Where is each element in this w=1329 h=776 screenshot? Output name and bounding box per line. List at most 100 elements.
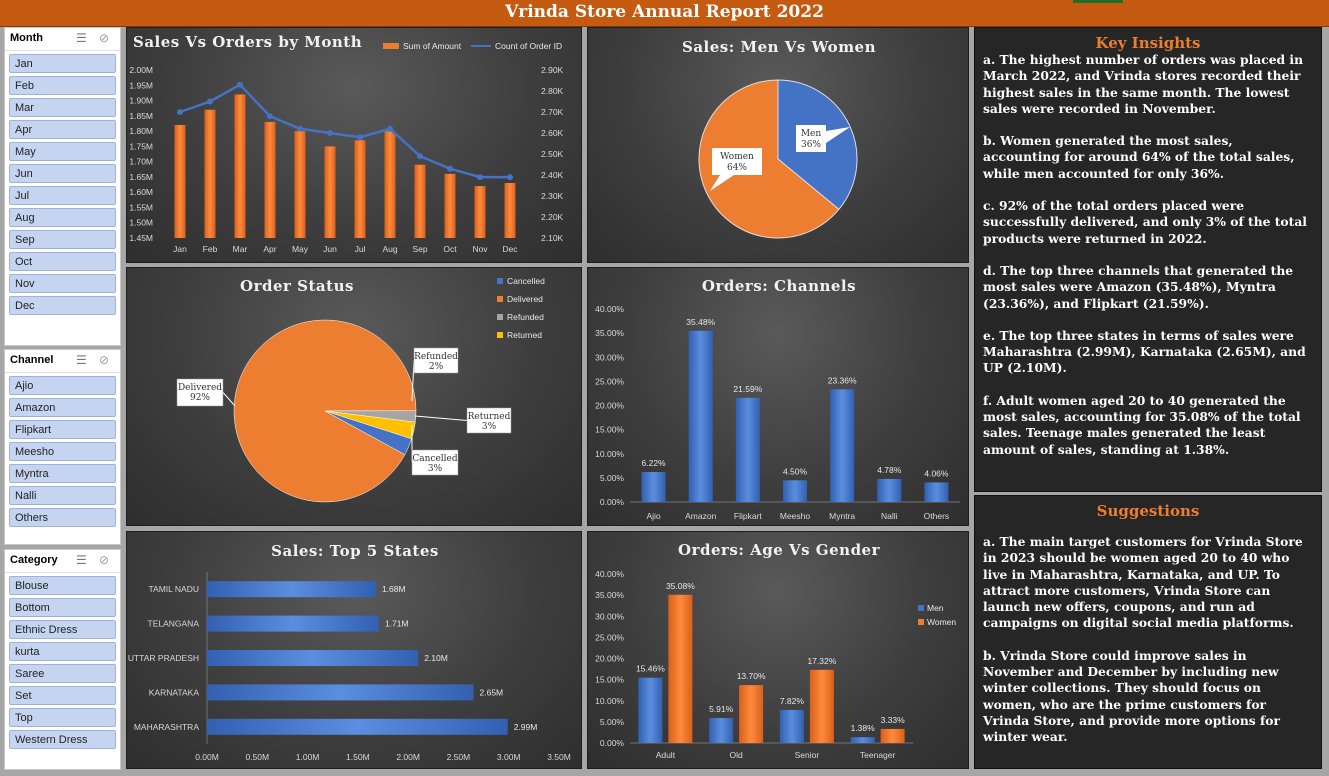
legend-swatch <box>497 314 503 320</box>
age-gender-bar <box>880 728 905 743</box>
y-tick-label: 25.00% <box>595 376 624 386</box>
sales-vs-orders-chart: Sales Vs Orders by Month Sum of Amount Cou… <box>129 33 564 254</box>
channel-slicer[interactable]: Channel ☰ ⊘ Ajio Amazon Flipkart Meesho Mynt… <box>4 349 121 545</box>
age-gender-data-label: 3.33% <box>881 715 906 725</box>
age-gender-panel: Orders: Age Vs Gender 0.00% 5.00% 10.00% 15.… <box>587 531 969 769</box>
x-tick-label: Adult <box>656 750 676 760</box>
slicer-header: Category ☰ ⊘ <box>5 550 120 573</box>
age-gender-bar <box>779 709 804 743</box>
delivered-label-box <box>176 378 224 407</box>
y-tick-label: 25.00% <box>595 632 624 642</box>
slicer-item[interactable]: Sep <box>9 230 116 249</box>
x-tick-label: Nalli <box>881 511 898 521</box>
sales-bar <box>384 131 396 238</box>
slicer-item[interactable]: Nov <box>9 274 116 293</box>
y-tick-label: 1.55M <box>129 202 153 212</box>
y-tick-label: 5.00% <box>600 473 625 483</box>
slicer-item[interactable]: Mar <box>9 98 116 117</box>
returned-label-name: Returned <box>468 412 511 422</box>
clear-filter-icon[interactable]: ⊘ <box>99 353 110 367</box>
channel-bar <box>641 471 666 502</box>
sales-bar <box>354 140 366 238</box>
slicer-item[interactable]: May <box>9 142 116 161</box>
age-gender-data-label: 17.32% <box>807 656 836 666</box>
y-tick-label: MAHARASHTRA <box>134 722 200 732</box>
clear-filter-icon[interactable]: ⊘ <box>99 553 110 567</box>
orders-line <box>179 83 510 179</box>
y2-tick-label: 2.20K <box>541 212 564 222</box>
state-bar <box>207 684 474 701</box>
age-gender-bar <box>809 669 834 743</box>
y2-tick-label: 2.30K <box>541 191 564 201</box>
y-tick-label: TAMIL NADU <box>148 584 199 594</box>
x-tick-label: Dec <box>502 244 518 254</box>
x-tick-label: Myntra <box>829 511 855 521</box>
suggestions-panel: Suggestions a. The main target customers… <box>974 495 1322 769</box>
channel-data-label: 35.48% <box>686 317 715 327</box>
slicer-item[interactable]: Flipkart <box>9 420 116 439</box>
orders-point <box>267 113 273 120</box>
men-label-pointer <box>826 127 850 143</box>
slicer-item[interactable]: Jun <box>9 164 116 183</box>
x-tick-label: Oct <box>443 244 457 254</box>
y-tick-label: UTTAR PRADESH <box>128 653 199 663</box>
channel-bar <box>735 397 760 502</box>
multi-select-icon[interactable]: ☰ <box>76 353 87 367</box>
slicer-item[interactable]: Others <box>9 508 116 527</box>
y-tick-label: 20.00% <box>595 654 624 664</box>
channel-data-label: 23.36% <box>828 375 857 385</box>
legend-swatch <box>497 296 503 302</box>
sales-bar <box>324 146 336 238</box>
y-tick-label: 1.95M <box>129 80 153 90</box>
x-tick-label: 1.00M <box>296 752 320 762</box>
slicer-item[interactable]: Ajio <box>9 376 116 395</box>
slicer-item[interactable]: Apr <box>9 120 116 139</box>
slicer-item[interactable]: Top <box>9 708 116 727</box>
slicer-item[interactable]: Aug <box>9 208 116 227</box>
y-tick-label: 10.00% <box>595 696 624 706</box>
slicer-item[interactable]: Amazon <box>9 398 116 417</box>
multi-select-icon[interactable]: ☰ <box>76 553 87 567</box>
y-tick-label: 20.00% <box>595 401 624 411</box>
slicer-item[interactable]: Myntra <box>9 464 116 483</box>
age-gender-chart: Orders: Age Vs Gender 0.00% 5.00% 10.00% 15.… <box>595 541 956 760</box>
y2-tick-label: 2.60K <box>541 128 564 138</box>
multi-select-icon[interactable]: ☰ <box>76 31 87 45</box>
slicer-item[interactable]: Western Dress <box>9 730 116 749</box>
slicer-items: Blouse Bottom Ethnic Dress kurta Saree Set Top… <box>5 573 120 755</box>
slicer-item[interactable]: Saree <box>9 664 116 683</box>
slicer-item[interactable]: Meesho <box>9 442 116 461</box>
sales-bar <box>234 94 246 238</box>
refunded-label-name: Refunded <box>414 352 458 362</box>
month-slicer[interactable]: Month ☰ ⊘ Jan Feb Mar Apr May Jun Jul Aug Sep Oct… <box>4 27 121 346</box>
slicer-item[interactable]: Jul <box>9 186 116 205</box>
legend-label: Returned <box>507 330 542 340</box>
orders-point <box>207 98 213 105</box>
category-slicer[interactable]: Category ☰ ⊘ Blouse Bottom Ethnic Dress kur… <box>4 549 121 770</box>
channels-panel: Orders: Channels 0.00% 5.00% 10.00% 15.00% 20… <box>587 267 969 526</box>
insights-body: a. The highest number of orders was plac… <box>975 52 1321 458</box>
slicer-item[interactable]: Nalli <box>9 486 116 505</box>
orders-point <box>447 165 453 172</box>
slicer-item[interactable]: Dec <box>9 296 116 315</box>
legend-swatch <box>497 332 503 338</box>
slicer-item[interactable]: kurta <box>9 642 116 661</box>
slicer-item[interactable]: Oct <box>9 252 116 271</box>
legend-label: Refunded <box>507 312 544 322</box>
slicer-item[interactable]: Bottom <box>9 598 116 617</box>
report-title: Vrinda Store Annual Report 2022 <box>505 2 824 22</box>
y-tick-label: 1.85M <box>129 111 153 121</box>
men-label-value: 36% <box>801 140 821 150</box>
slicer-item[interactable]: Feb <box>9 76 116 95</box>
slicer-item[interactable]: Set <box>9 686 116 705</box>
slicer-item[interactable]: Blouse <box>9 576 116 595</box>
slicer-item[interactable]: Ethnic Dress <box>9 620 116 639</box>
clear-filter-icon[interactable]: ⊘ <box>99 31 110 45</box>
age-gender-bar <box>850 737 875 743</box>
slicer-item[interactable]: Jan <box>9 54 116 73</box>
insights-item: a. The highest number of orders was plac… <box>983 52 1304 116</box>
legend-label: Cancelled <box>507 276 545 286</box>
sales-bar <box>504 183 516 238</box>
key-insights-panel: Key Insights a. The highest number of or… <box>974 27 1322 492</box>
legend-swatch <box>497 278 503 284</box>
